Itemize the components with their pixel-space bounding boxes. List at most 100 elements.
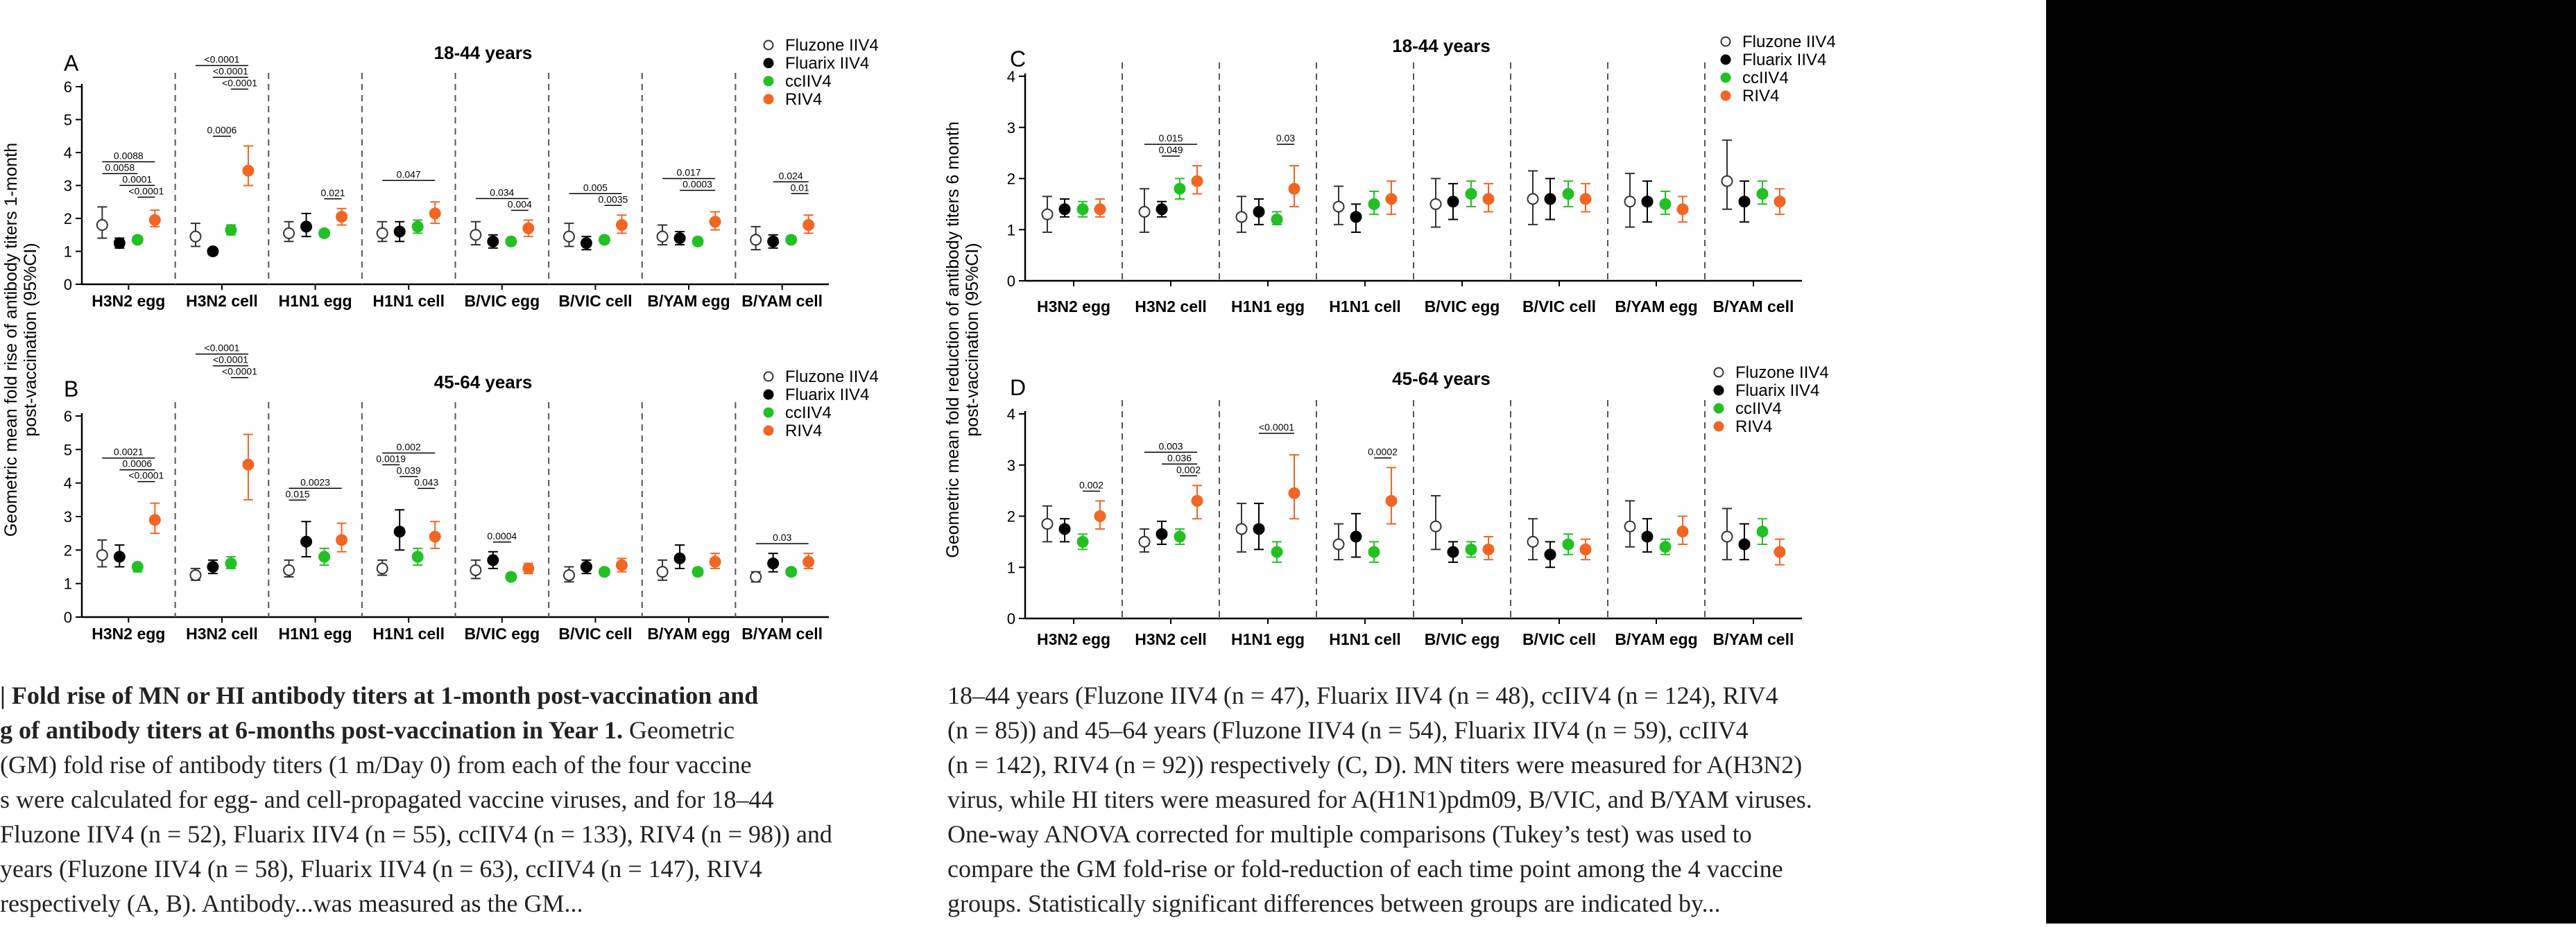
legend-label: ccIIV4 [785, 404, 832, 422]
data-point [692, 566, 704, 578]
caption-left-line: respectively (A, B). Antibody...was meas… [0, 886, 922, 921]
data-point [692, 235, 704, 248]
x-tick-label: H3N2 egg [1037, 297, 1110, 315]
panel-title: 18-44 years [434, 42, 533, 63]
data-point [785, 566, 798, 578]
y-tick-label: 1 [1007, 559, 1015, 576]
p-value-label: <0.0001 [1259, 422, 1294, 433]
data-point [376, 227, 388, 239]
data-point [393, 526, 406, 538]
p-value-label: <0.0001 [204, 343, 239, 354]
legend-marker [763, 407, 774, 418]
data-point [96, 219, 108, 231]
data-point [750, 234, 762, 246]
p-value-label: 0.0003 [682, 179, 712, 190]
data-point [131, 234, 144, 246]
legend-label: Fluarix IIV4 [785, 385, 869, 404]
data-point [1271, 546, 1283, 558]
data-point [189, 569, 202, 582]
legend-marker [763, 76, 774, 87]
data-point [505, 571, 517, 583]
data-point [283, 227, 295, 239]
data-point [1562, 188, 1574, 200]
y-tick-label: 1 [64, 575, 72, 593]
x-tick-label: H1N1 egg [279, 292, 352, 310]
legend-marker [1713, 403, 1724, 414]
y-axis-title-left-line2: post-vaccination (95%CI) [21, 243, 40, 436]
x-tick-label: B/VIC cell [1522, 630, 1596, 648]
legend-marker [763, 425, 774, 436]
data-point [96, 549, 108, 562]
legend-label: Fluzone IIV4 [1735, 363, 1829, 382]
panel-letter: A [64, 51, 79, 76]
data-point [1235, 211, 1248, 223]
legend-label: Fluarix IIV4 [1735, 381, 1819, 400]
data-point [1332, 538, 1345, 551]
dark-margin [2046, 0, 2576, 924]
data-point [1288, 182, 1300, 195]
y-tick-label: 1 [1007, 221, 1015, 239]
data-point [1191, 175, 1203, 187]
data-point [750, 571, 762, 583]
data-point [1174, 182, 1186, 195]
data-point [505, 235, 517, 248]
y-axis-title-left-line1: Geometric mean fold rise of antibody tit… [1, 143, 21, 537]
panel-letter: B [64, 376, 78, 401]
x-tick-label: B/YAM egg [1615, 297, 1697, 315]
caption-text: s were calculated for egg- and cell-prop… [0, 786, 774, 813]
x-tick-label: H3N2 cell [1135, 297, 1207, 315]
p-value-label: 0.034 [490, 187, 514, 198]
caption-right: 18–44 years (Fluzone IIV4 (n = 47), Flua… [947, 678, 2029, 924]
caption-left-line: | Fold rise of MN or HI antibody titers … [0, 678, 922, 713]
data-point [1235, 523, 1248, 535]
data-point [1562, 538, 1574, 551]
data-point [131, 561, 144, 573]
data-point [563, 230, 575, 243]
data-point [1676, 203, 1689, 216]
data-point [470, 229, 482, 241]
caption-left-line: g of antibody titers at 6-months post-va… [0, 713, 922, 747]
data-point [1447, 546, 1459, 558]
x-tick-label: H3N2 cell [186, 292, 258, 310]
p-value-label: 0.047 [397, 168, 421, 180]
data-point [1288, 487, 1300, 499]
legend-marker [1720, 36, 1731, 47]
data-point [1076, 535, 1089, 548]
data-point [429, 530, 441, 543]
data-point [673, 232, 686, 244]
x-tick-label: H1N1 cell [1329, 630, 1401, 648]
data-point [1544, 548, 1556, 561]
p-value-label: 0.03 [1276, 132, 1295, 144]
y-tick-label: 2 [64, 542, 72, 559]
data-point [1465, 188, 1477, 200]
panel-C: C 18-44 years 0 1 2 3 4 H3N2 egg H3N2 cell H1N1 e… [1007, 33, 1836, 315]
x-tick-label: B/YAM cell [741, 292, 823, 310]
data-point [767, 235, 780, 248]
x-tick-label: H3N2 egg [92, 625, 165, 643]
caption-bold-text: g of antibody titers at 6-months post-va… [0, 716, 623, 744]
legend-label: RIV4 [785, 90, 822, 109]
data-point [1429, 520, 1442, 532]
data-point [1641, 196, 1654, 208]
panel-title: 45-64 years [434, 372, 533, 392]
caption-left-line: s were calculated for egg- and cell-prop… [0, 782, 922, 817]
x-tick-label: H1N1 egg [279, 625, 352, 643]
x-tick-label: H1N1 egg [1231, 630, 1305, 648]
legend-label: ccIIV4 [785, 72, 832, 91]
x-tick-label: B/YAM egg [1615, 630, 1697, 648]
data-point [1076, 203, 1089, 216]
x-tick-label: H3N2 egg [92, 292, 165, 310]
y-tick-label: 0 [64, 276, 72, 293]
caption-text: Geometric [623, 716, 735, 744]
data-point [148, 214, 161, 226]
x-tick-label: B/VIC cell [1522, 297, 1596, 315]
panel-title: 18-44 years [1392, 35, 1491, 56]
data-point [1253, 523, 1265, 535]
legend-label: Fluzone IIV4 [785, 36, 879, 55]
y-tick-label: 4 [1007, 68, 1015, 85]
caption-text: (GM) fold rise of antibody titers (1 m/D… [0, 751, 752, 779]
caption-text: years (Fluzone IIV4 (n = 58), Fluarix II… [0, 855, 762, 883]
data-point [336, 534, 348, 546]
data-point [113, 551, 126, 563]
legend-marker [763, 94, 774, 105]
